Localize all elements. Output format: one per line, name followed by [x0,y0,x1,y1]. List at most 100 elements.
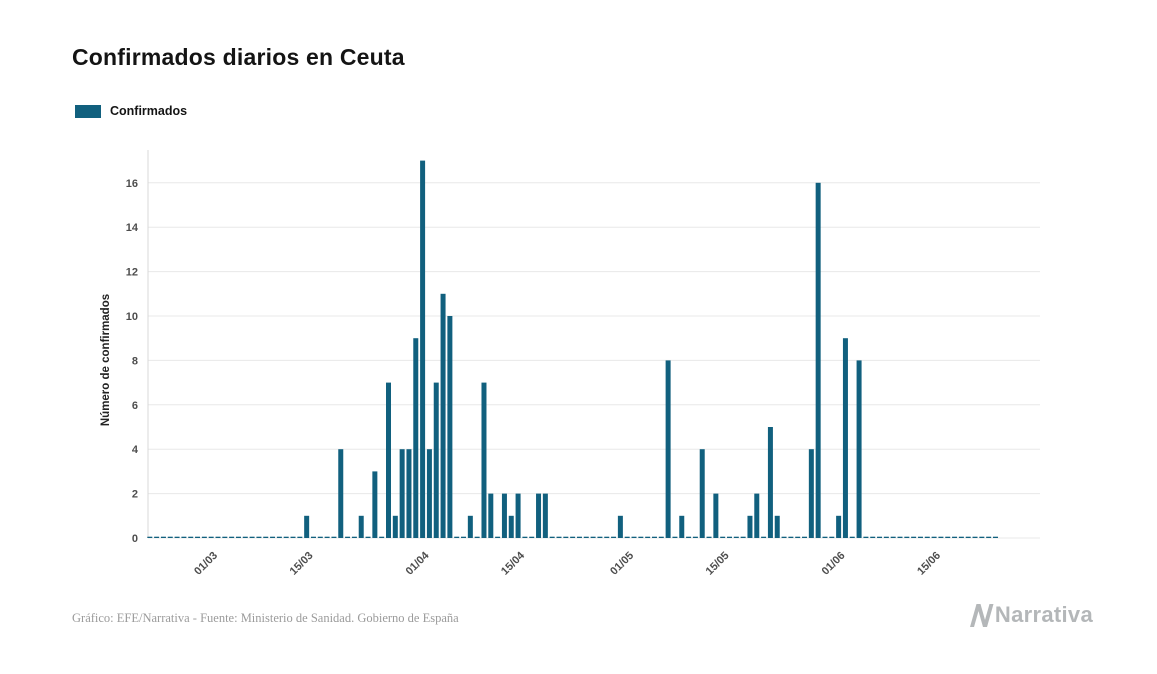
bar [713,493,719,538]
bar [481,382,487,538]
zero-bar [624,536,630,538]
y-tick-label: 8 [132,355,138,367]
zero-bar [965,536,971,538]
zero-bar [249,536,255,538]
zero-bar [761,536,767,538]
zero-bar [256,536,262,538]
y-tick-label: 0 [132,533,138,545]
bar [536,493,542,538]
bar [338,449,344,538]
y-tick-label: 6 [132,400,138,412]
zero-bar [365,536,371,538]
zero-bar [686,536,692,538]
zero-bar [379,536,385,538]
zero-bar [583,536,589,538]
bar [747,515,753,538]
zero-bar [235,536,241,538]
zero-bar [911,536,917,538]
y-axis-title: Número de confirmados [100,294,112,426]
y-tick-label: 16 [126,178,138,190]
bar [501,493,507,538]
zero-bar [870,536,876,538]
bar [406,449,412,538]
zero-bar [351,536,357,538]
zero-bar [549,536,555,538]
x-tick-label: 01/05 [608,550,636,578]
zero-bar [917,536,923,538]
zero-bar [972,536,978,538]
bar [617,515,623,538]
zero-bar [720,536,726,538]
x-tick-label: 15/05 [704,550,732,578]
zero-bar [201,536,207,538]
zero-bar [877,536,883,538]
zero-bar [290,536,296,538]
zero-bar [310,536,316,538]
bar [508,515,514,538]
zero-bar [645,536,651,538]
zero-bar [522,536,528,538]
zero-bar [979,536,985,538]
zero-bar [938,536,944,538]
zero-bar [495,536,501,538]
zero-bar [154,536,160,538]
zero-bar [597,536,603,538]
zero-bar [883,536,889,538]
zero-bar [849,536,855,538]
bar [754,493,760,538]
zero-bar [474,536,480,538]
bar [392,515,398,538]
bar [767,427,773,538]
bar [420,160,426,538]
narrativa-logo: Narrativa [967,602,1093,628]
zero-bar [270,536,276,538]
zero-bar [263,536,269,538]
zero-bar [324,536,330,538]
narrativa-logo-text: Narrativa [994,602,1093,627]
bar [488,493,494,538]
source-attribution: Gráfico: EFE/Narrativa - Fuente: Ministe… [72,611,459,625]
zero-bar [897,536,903,538]
bar [440,293,446,538]
zero-bar [611,536,617,538]
zero-bar [952,536,958,538]
zero-bar [331,536,337,538]
zero-bar [924,536,930,538]
bar [447,316,453,538]
y-tick-label: 4 [132,444,139,456]
zero-bar [904,536,910,538]
y-tick-label: 12 [126,267,138,279]
bar [399,449,405,538]
zero-bar [570,536,576,538]
zero-bar [454,536,460,538]
y-tick-label: 14 [126,222,139,234]
zero-bar [638,536,644,538]
zero-bar [345,536,351,538]
zero-bar [174,536,180,538]
zero-bar [945,536,951,538]
x-tick-label: 01/04 [404,549,433,578]
zero-bar [229,536,235,538]
bar [774,515,780,538]
zero-bar [276,536,282,538]
bar [665,360,671,538]
zero-bar [604,536,610,538]
bar [542,493,548,538]
zero-bar [222,536,228,538]
zero-bar [563,536,569,538]
bar [515,493,521,538]
zero-bar [672,536,678,538]
zero-bar [529,536,535,538]
zero-bar [181,536,187,538]
zero-bar [795,536,801,538]
zero-bar [706,536,712,538]
zero-bar [788,536,794,538]
bar [358,515,364,538]
zero-bar [658,536,664,538]
bar [856,360,862,538]
x-tick-label: 01/06 [820,550,848,578]
zero-bar [195,536,201,538]
zero-bar [931,536,937,538]
